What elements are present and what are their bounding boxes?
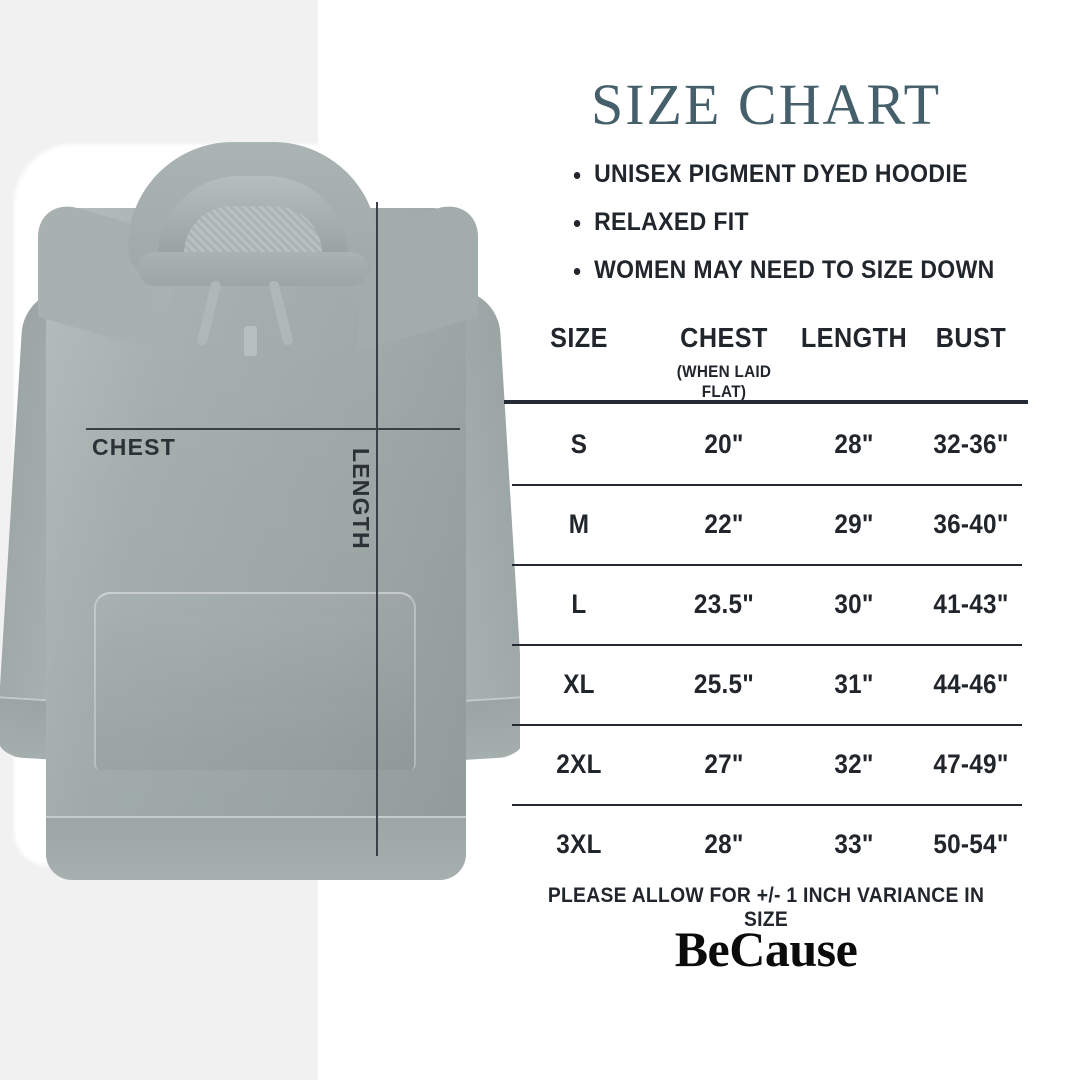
hoodie-hem <box>46 816 466 880</box>
column-header-bust: BUST <box>935 322 1007 353</box>
table-row: M 22" 29" 36-40" <box>504 484 1028 564</box>
list-item: RELAXED FIT <box>572 208 1004 237</box>
length-measurement-label: LENGTH <box>348 448 374 550</box>
table-header-divider <box>504 400 1028 404</box>
hoodie-neck-band <box>138 252 368 286</box>
table-row: 3XL 28" 33" 50-54" <box>504 804 1028 884</box>
table-row: XL 25.5" 31" 44-46" <box>504 644 1028 724</box>
chest-measurement-line <box>86 428 460 430</box>
cell-chest: 23.5" <box>693 588 755 619</box>
hoodie-kangaroo-pocket <box>94 592 416 770</box>
cell-chest: 25.5" <box>693 668 755 699</box>
cell-size: M <box>568 508 590 539</box>
brand-logo: BeCause <box>674 921 858 977</box>
column-header-chest: CHEST <box>680 322 768 353</box>
cell-bust: 50-54" <box>933 828 1009 859</box>
length-measurement-line <box>376 202 378 856</box>
cell-chest: 20" <box>704 428 744 459</box>
table-body: S 20" 28" 32-36" M 22" 29" 36-40" L 23.5… <box>504 404 1028 884</box>
hoodie-drawstring-aglet <box>244 326 257 356</box>
cell-size: S <box>570 428 588 459</box>
column-header-size: SIZE <box>550 322 608 353</box>
column-header-length: LENGTH <box>800 322 908 353</box>
cell-length: 33" <box>834 828 874 859</box>
page-title: SIZE CHART <box>590 72 942 137</box>
cell-bust: 44-46" <box>933 668 1009 699</box>
table-header-row: SIZE CHEST LENGTH BUST <box>504 322 1028 354</box>
cell-length: 29" <box>834 508 874 539</box>
cell-length: 31" <box>834 668 874 699</box>
cell-bust: 32-36" <box>933 428 1009 459</box>
chest-measurement-note: (WHEN LAID FLAT) <box>676 362 772 401</box>
table-row: S 20" 28" 32-36" <box>504 404 1028 484</box>
cell-chest: 22" <box>704 508 744 539</box>
list-item: WOMEN MAY NEED TO SIZE DOWN <box>572 256 1004 285</box>
cell-size: L <box>571 588 587 619</box>
cell-chest: 27" <box>704 748 744 779</box>
list-item: UNISEX PIGMENT DYED HOODIE <box>572 160 1004 189</box>
table-row: L 23.5" 30" 41-43" <box>504 564 1028 644</box>
size-chart-panel: SIZE CHART UNISEX PIGMENT DYED HOODIE RE… <box>504 0 1080 1080</box>
cell-length: 30" <box>834 588 874 619</box>
chest-measurement-label: CHEST <box>92 434 176 460</box>
cell-size: 3XL <box>556 828 602 859</box>
size-table: SIZE CHEST LENGTH BUST (WHEN LAID FLAT) … <box>504 322 1028 931</box>
cell-bust: 47-49" <box>933 748 1009 779</box>
table-row: 2XL 27" 32" 47-49" <box>504 724 1028 804</box>
product-feature-list: UNISEX PIGMENT DYED HOODIE RELAXED FIT W… <box>572 160 1042 304</box>
cell-bust: 41-43" <box>933 588 1009 619</box>
cell-bust: 36-40" <box>933 508 1009 539</box>
cell-size: 2XL <box>556 748 602 779</box>
variance-footnote: PLEASE ALLOW FOR +/- 1 INCH VARIANCE IN … <box>547 884 985 931</box>
product-image-stage: CHEST LENGTH <box>0 0 520 1080</box>
hoodie-illustration <box>0 140 520 880</box>
cell-chest: 28" <box>704 828 744 859</box>
cell-size: XL <box>563 668 595 699</box>
cell-length: 32" <box>834 748 874 779</box>
cell-length: 28" <box>834 428 874 459</box>
